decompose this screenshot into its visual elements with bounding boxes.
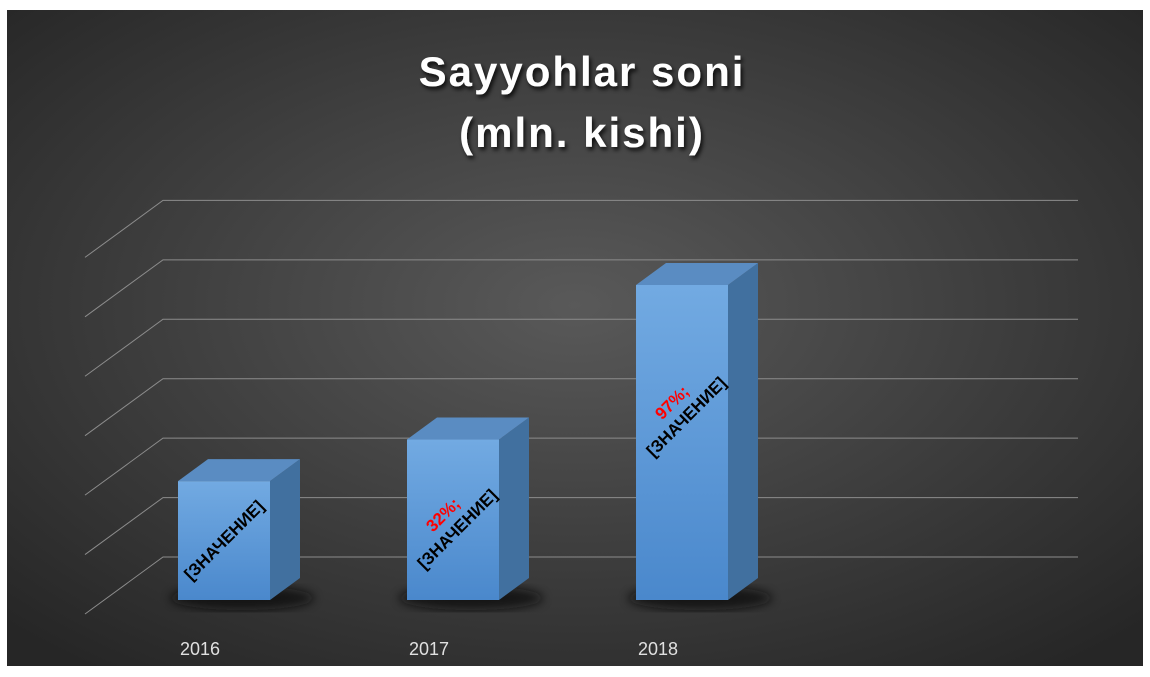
bar — [636, 285, 728, 600]
bar-top — [636, 263, 758, 285]
grid-line — [84, 259, 1078, 318]
grid-line — [84, 318, 1078, 377]
chart-title: (mln. kishi) — [459, 109, 705, 156]
grid-line — [84, 199, 1078, 258]
x-tick-label: 2018 — [638, 639, 678, 659]
grid-line — [84, 378, 1078, 437]
x-tick-label: 2017 — [409, 639, 449, 659]
bar — [407, 439, 499, 600]
bar-side — [270, 459, 300, 600]
bar-top — [407, 417, 529, 440]
bar-top — [178, 459, 300, 482]
bar-side — [728, 263, 758, 600]
bar — [178, 481, 270, 600]
grid-line — [84, 437, 1078, 496]
bar-side — [499, 417, 529, 600]
grid-line — [84, 556, 1078, 615]
x-tick-label: 2016 — [180, 639, 220, 659]
grid-line — [84, 497, 1078, 555]
chart-title: Sayyohlar soni — [419, 48, 746, 95]
